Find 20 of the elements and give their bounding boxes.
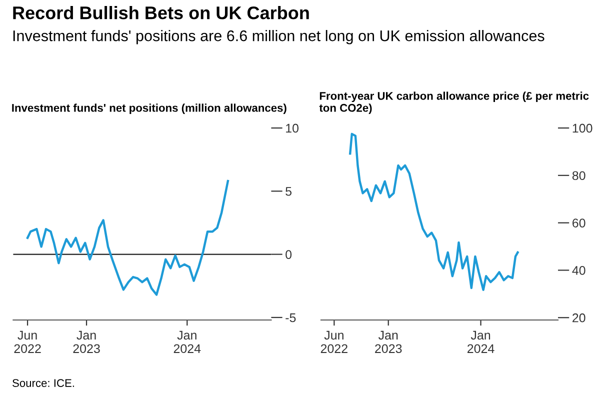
x-tick-label: Jan 2024 <box>468 330 494 354</box>
x-tick-label: Jun 2022 <box>320 330 348 354</box>
y-tick-label: 5 <box>286 187 292 196</box>
chart-subtitle: Investment funds' positions are 6.6 million net long on UK emission allowances <box>13 30 544 44</box>
y-tick-label: 60 <box>572 218 586 228</box>
y-tick-label: -5 <box>286 313 296 322</box>
y-tick-label: 10 <box>286 124 299 133</box>
x-tick-label: Jan 2024 <box>174 330 201 354</box>
y-axis-title: Investment funds' net positions (million allowances) <box>12 104 286 114</box>
y-tick-label: 20 <box>572 313 586 322</box>
y-tick-label: 0 <box>286 250 292 259</box>
y-axis-title: Front-year UK carbon allowance price (£ per metric ton CO2e) <box>319 92 589 114</box>
x-tick-label: Jan 2023 <box>375 330 402 354</box>
y-tick-label: 100 <box>572 124 592 133</box>
x-tick-label: Jan 2023 <box>73 330 100 354</box>
y-tick-label: 80 <box>572 171 586 180</box>
y-tick-label: 40 <box>572 266 586 275</box>
source-note: Source: ICE. <box>12 379 74 387</box>
chart-title: Record Bullish Bets on UK Carbon <box>13 6 309 20</box>
x-tick-label: Jun 2022 <box>14 330 41 354</box>
